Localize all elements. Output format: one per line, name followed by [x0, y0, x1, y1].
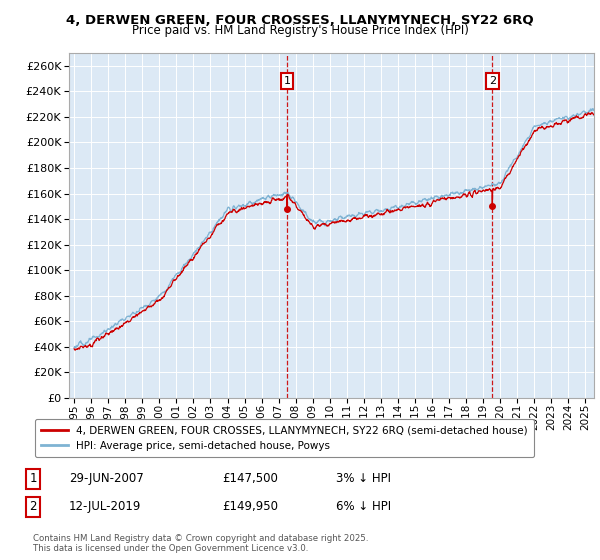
Text: 12-JUL-2019: 12-JUL-2019 [69, 500, 142, 514]
Text: 29-JUN-2007: 29-JUN-2007 [69, 472, 144, 486]
Text: 1: 1 [284, 76, 290, 86]
Text: £147,500: £147,500 [222, 472, 278, 486]
Text: Contains HM Land Registry data © Crown copyright and database right 2025.
This d: Contains HM Land Registry data © Crown c… [33, 534, 368, 553]
Text: Price paid vs. HM Land Registry's House Price Index (HPI): Price paid vs. HM Land Registry's House … [131, 24, 469, 37]
Text: £149,950: £149,950 [222, 500, 278, 514]
Legend: 4, DERWEN GREEN, FOUR CROSSES, LLANYMYNECH, SY22 6RQ (semi-detached house), HPI:: 4, DERWEN GREEN, FOUR CROSSES, LLANYMYNE… [35, 419, 534, 457]
Text: 2: 2 [488, 76, 496, 86]
Text: 4, DERWEN GREEN, FOUR CROSSES, LLANYMYNECH, SY22 6RQ: 4, DERWEN GREEN, FOUR CROSSES, LLANYMYNE… [66, 14, 534, 27]
Text: 2: 2 [29, 500, 37, 514]
Text: 3% ↓ HPI: 3% ↓ HPI [336, 472, 391, 486]
Text: 6% ↓ HPI: 6% ↓ HPI [336, 500, 391, 514]
Text: 1: 1 [29, 472, 37, 486]
